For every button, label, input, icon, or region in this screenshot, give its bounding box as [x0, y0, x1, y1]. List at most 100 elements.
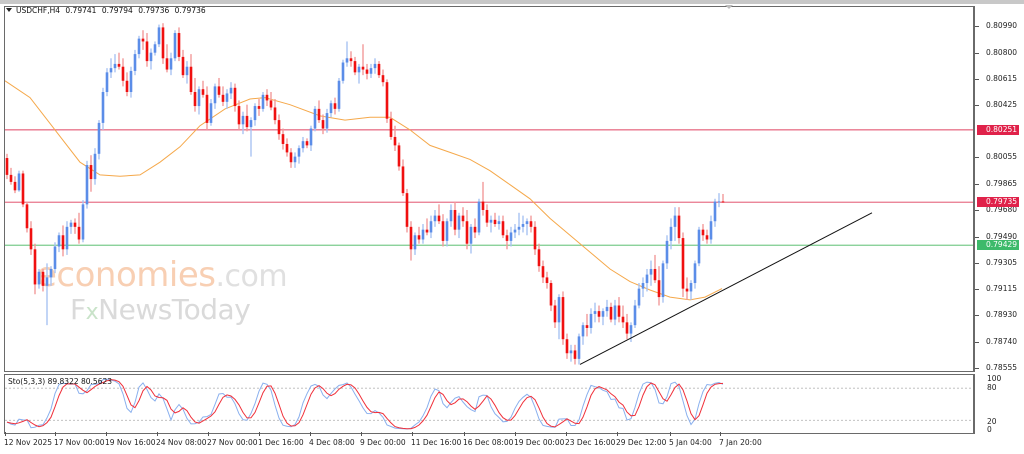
- bull-candle: [577, 336, 581, 359]
- price-tick: [975, 105, 979, 107]
- stoch-level-0: 0: [987, 425, 992, 434]
- bear-candle: [189, 66, 193, 93]
- bear-candle: [361, 66, 365, 70]
- dropdown-triangle-icon[interactable]: [6, 8, 12, 12]
- bear-candle: [181, 56, 185, 76]
- bear-candle: [177, 33, 181, 57]
- bull-candle: [249, 120, 253, 128]
- stoch-level-100: 100: [987, 374, 1002, 383]
- price-axis-label: 0.79490: [986, 231, 1018, 241]
- bull-candle: [97, 122, 101, 154]
- bull-candle: [569, 350, 573, 354]
- chart-shift-marker-icon[interactable]: [725, 5, 733, 9]
- bear-candle: [501, 221, 505, 236]
- bull-candle: [605, 306, 609, 312]
- bull-candle: [293, 156, 297, 163]
- time-tick: [670, 432, 671, 436]
- bear-candle: [245, 115, 249, 128]
- bear-candle: [549, 283, 553, 306]
- time-tick: [566, 432, 567, 436]
- price-axis-label: 0.79115: [986, 284, 1018, 294]
- bear-candle: [41, 271, 45, 286]
- time-tick: [259, 432, 260, 436]
- bull-candle: [637, 288, 641, 306]
- stochastic-label: Sto(5,3,3) 89.8322 80.5623: [8, 377, 113, 386]
- time-axis-label: 29 Dec 12:00: [616, 438, 667, 447]
- bull-candle: [497, 221, 501, 225]
- bull-candle: [369, 68, 373, 74]
- watermark-economies-text: economies: [36, 255, 216, 295]
- bear-candle: [117, 63, 121, 67]
- bear-candle: [25, 204, 29, 229]
- price-tick: [975, 367, 979, 369]
- bull-candle: [345, 58, 349, 63]
- bull-candle: [81, 204, 85, 240]
- price-tick: [975, 342, 979, 343]
- bull-candle: [37, 271, 41, 285]
- bull-candle: [153, 44, 157, 53]
- time-axis-label: 11 Dec 16:00: [411, 438, 462, 447]
- bear-candle: [505, 235, 509, 241]
- watermark-fxnewstoday: FxNewsToday: [70, 293, 251, 326]
- bear-candle: [609, 306, 613, 320]
- time-tick: [617, 432, 618, 436]
- bear-candle: [473, 226, 477, 233]
- time-axis-label: 5 Jan 04:00: [669, 438, 712, 447]
- bull-candle: [589, 313, 593, 328]
- bear-candle: [393, 136, 397, 146]
- bear-candle: [353, 61, 357, 73]
- bear-candle: [401, 166, 405, 194]
- bear-candle: [273, 107, 277, 121]
- bear-candle: [485, 209, 489, 223]
- time-axis-label: 27 Nov 00:00: [207, 438, 258, 447]
- bear-candle: [541, 266, 545, 278]
- price-axis-label: 0.78555: [986, 362, 1018, 372]
- bear-candle: [217, 86, 221, 95]
- bull-candle: [241, 115, 245, 125]
- symbol-label: USDCHF,H4: [16, 6, 61, 15]
- bear-candle: [349, 58, 353, 62]
- bull-candle: [633, 305, 637, 326]
- time-axis-label: 19 Dec 00:00: [514, 438, 565, 447]
- bear-candle: [617, 305, 621, 317]
- bear-candle: [193, 92, 197, 107]
- open-value: 0.79741: [65, 6, 97, 15]
- stochastic-panel[interactable]: [4, 374, 975, 434]
- bull-candle: [513, 229, 517, 233]
- stochastic-main-line: [6, 378, 724, 430]
- price-badge: 0.79735: [977, 197, 1019, 208]
- bear-candle: [21, 173, 25, 205]
- bear-candle: [545, 277, 549, 284]
- bear-candle: [653, 268, 657, 281]
- price-axis-label: 0.80990: [986, 21, 1018, 30]
- bear-candle: [233, 87, 237, 107]
- bull-candle: [17, 173, 21, 191]
- bull-candle: [157, 27, 161, 45]
- time-tick: [157, 432, 158, 436]
- bull-candle: [433, 215, 437, 222]
- bull-candle: [261, 94, 265, 109]
- bull-candle: [689, 283, 693, 292]
- stochastic-signal-line: [6, 379, 724, 430]
- bull-candle: [149, 52, 153, 62]
- bull-candle: [297, 148, 301, 157]
- bear-candle: [621, 316, 625, 323]
- price-axis-label: 0.80615: [986, 73, 1018, 83]
- bear-candle: [533, 226, 537, 250]
- watermark-f-text: F: [70, 293, 86, 326]
- trendline: [579, 212, 873, 365]
- time-tick: [361, 432, 362, 436]
- bull-candle: [557, 297, 561, 323]
- bear-candle: [625, 322, 629, 334]
- bear-candle: [61, 235, 65, 250]
- bear-candle: [289, 152, 293, 163]
- time-tick: [5, 432, 6, 436]
- bull-candle: [645, 274, 649, 284]
- bull-candle: [629, 325, 633, 334]
- bull-candle: [717, 201, 721, 203]
- main-price-panel[interactable]: [4, 6, 975, 372]
- time-axis-label: 12 Nov 2025: [4, 438, 53, 447]
- bull-candle: [613, 305, 617, 320]
